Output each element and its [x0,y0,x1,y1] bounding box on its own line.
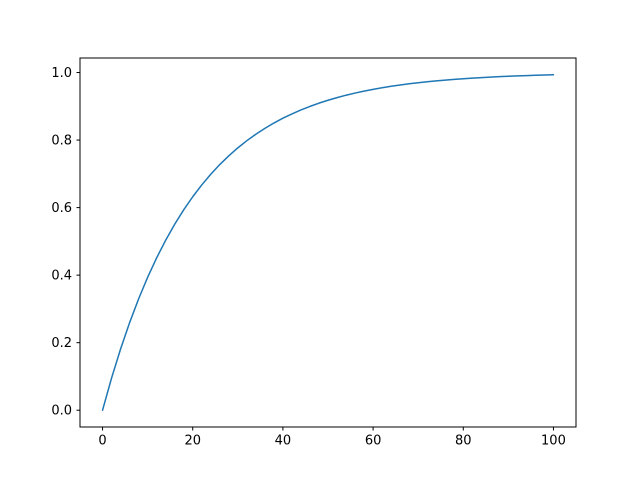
y-tick-label: 0.4 [51,269,72,284]
y-tick-label: 0.8 [51,134,72,149]
y-tick-label: 0.0 [51,404,72,419]
x-tick-label: 40 [275,434,292,449]
x-tick-label: 0 [98,434,106,449]
x-tick-label: 80 [455,434,472,449]
x-tick-label: 100 [541,434,566,449]
line-series [101,74,555,411]
y-tick-label: 0.2 [51,336,72,351]
y-axis-ticks: 0.0 0.2 0.4 0.6 0.8 1.0 [51,66,80,419]
y-tick-label: 0.6 [51,201,72,216]
axes-spines [79,57,577,428]
x-axis-ticks: 0 20 40 60 80 100 [98,427,566,449]
x-tick-label: 20 [184,434,201,449]
x-tick-label: 60 [365,434,382,449]
y-tick-label: 1.0 [51,66,72,81]
axes-background [80,58,576,427]
